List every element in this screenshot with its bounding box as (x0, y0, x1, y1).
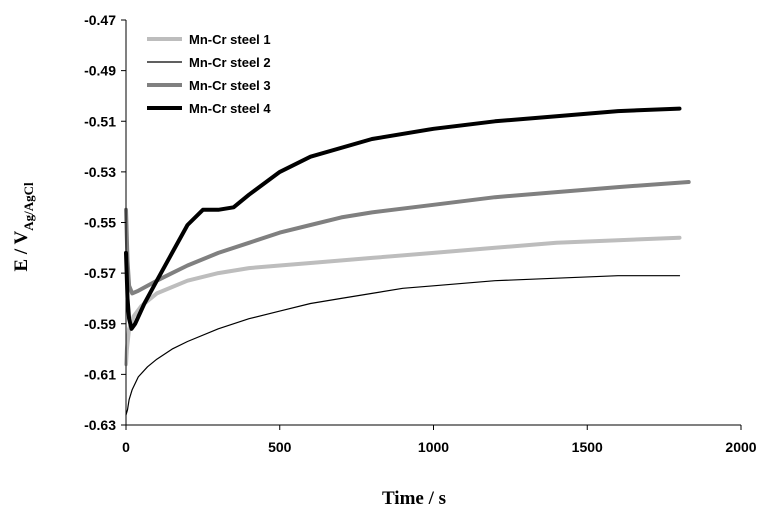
axes: -0.47 -0.49 -0.51 -0.53 -0.55 -0.57 -0.59 -0.61… (84, 12, 757, 455)
y-tick-label: -0.55 (84, 215, 116, 231)
y-axis-title: E / VAg/AgCl (11, 182, 36, 272)
legend: Mn-Cr steel 1 Mn-Cr steel 2 Mn-Cr steel 3 M… (147, 32, 271, 116)
y-tick-label: -0.63 (84, 417, 116, 433)
y-tick-label: -0.57 (84, 265, 116, 281)
y-tick-label: -0.51 (84, 113, 116, 129)
legend-label-4: Mn-Cr steel 4 (189, 101, 271, 116)
legend-label-1: Mn-Cr steel 1 (189, 32, 271, 47)
y-axis-title-main: E / V (11, 231, 32, 272)
x-tick-label: 1000 (418, 439, 449, 455)
y-tick-label: -0.59 (84, 316, 116, 332)
series-lines (124, 106, 691, 416)
series-line-1 (124, 235, 682, 367)
series-line-3 (124, 180, 691, 296)
y-tick-label: -0.53 (84, 164, 116, 180)
x-tick-label: 1500 (572, 439, 603, 455)
y-tick-label: -0.47 (84, 12, 116, 28)
x-tick-label: 500 (268, 439, 292, 455)
x-tick-label: 0 (122, 439, 130, 455)
series-line-4 (124, 106, 682, 331)
y-axis-title-subscript: Ag/AgCl (21, 182, 36, 231)
series-line-2 (125, 275, 681, 416)
x-axis-title: Time / s (382, 488, 446, 509)
y-tick-label: -0.49 (84, 63, 116, 79)
x-tick-label: 2000 (725, 439, 756, 455)
legend-label-2: Mn-Cr steel 2 (189, 55, 271, 70)
legend-label-3: Mn-Cr steel 3 (189, 78, 271, 93)
y-tick-label: -0.61 (84, 366, 116, 382)
